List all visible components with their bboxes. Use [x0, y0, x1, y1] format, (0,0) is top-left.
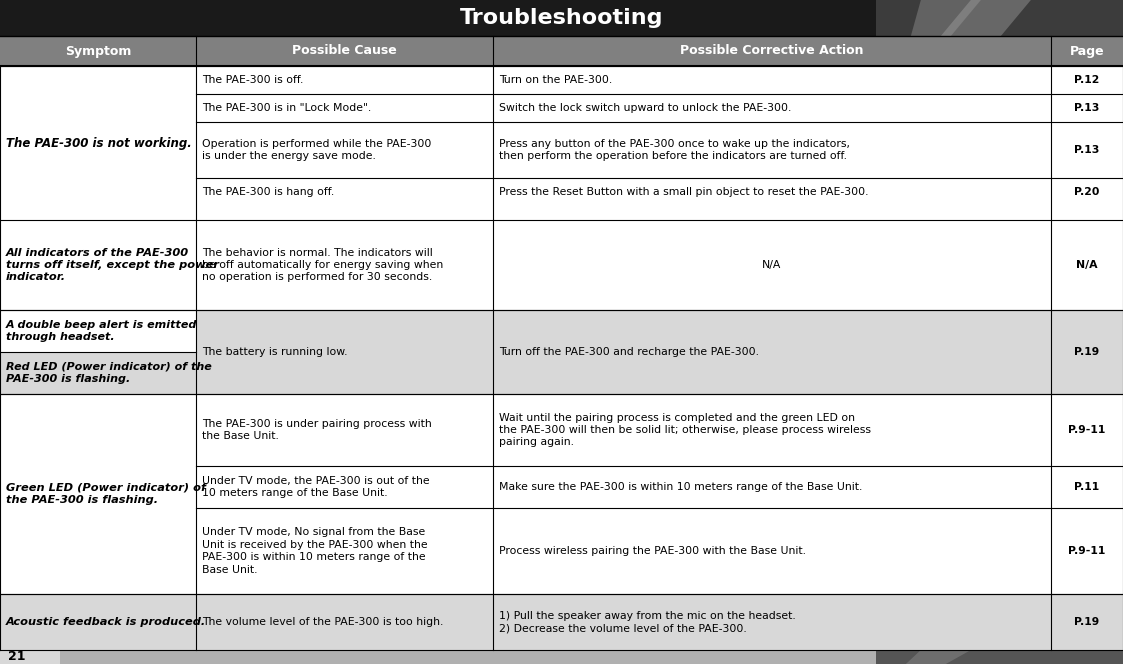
Bar [0, 650, 60, 664]
Text: Possible Cause: Possible Cause [292, 44, 396, 58]
Bar [493, 178, 1051, 206]
Text: Green LED (Power indicator) of
the PAE-300 is flashing.: Green LED (Power indicator) of the PAE-3… [6, 483, 206, 505]
Text: The PAE-300 is off.: The PAE-300 is off. [202, 75, 303, 85]
Text: Turn off the PAE-300 and recharge the PAE-300.: Turn off the PAE-300 and recharge the PA… [499, 347, 759, 357]
Text: Wait until the pairing process is completed and the green LED on
the PAE-300 wil: Wait until the pairing process is comple… [499, 412, 871, 448]
Text: The PAE-300 is under pairing process with
the Base Unit.: The PAE-300 is under pairing process wit… [202, 419, 431, 441]
Text: Under TV mode, the PAE-300 is out of the
10 meters range of the Base Unit.: Under TV mode, the PAE-300 is out of the… [202, 476, 430, 498]
Text: Possible Corrective Action: Possible Corrective Action [681, 44, 864, 58]
Bar [197, 594, 493, 650]
Text: The behavior is normal. The indicators will
be off automatically for energy savi: The behavior is normal. The indicators w… [202, 248, 444, 282]
Bar [493, 220, 1051, 310]
Text: Process wireless pairing the PAE-300 with the Base Unit.: Process wireless pairing the PAE-300 wit… [499, 546, 806, 556]
Bar [0, 650, 1123, 664]
Bar [1051, 310, 1123, 394]
Bar [1051, 220, 1123, 310]
Bar [493, 394, 1051, 466]
Text: P.20: P.20 [1075, 187, 1099, 197]
Bar [197, 94, 493, 122]
Bar [1051, 466, 1123, 508]
Bar [876, 0, 1123, 36]
Bar [493, 508, 1051, 594]
Text: Symptom: Symptom [65, 44, 131, 58]
Text: Turn on the PAE-300.: Turn on the PAE-300. [499, 75, 612, 85]
Bar [1051, 66, 1123, 94]
Text: Operation is performed while the PAE-300
is under the energy save mode.: Operation is performed while the PAE-300… [202, 139, 431, 161]
Bar [197, 508, 493, 594]
Text: A double beep alert is emitted
through headset.: A double beep alert is emitted through h… [6, 320, 198, 342]
Text: The PAE-300 is not working.: The PAE-300 is not working. [6, 137, 192, 149]
Bar [493, 66, 1051, 94]
Text: P.11: P.11 [1075, 482, 1099, 492]
Text: Press any button of the PAE-300 once to wake up the indicators,
then perform the: Press any button of the PAE-300 once to … [499, 139, 850, 161]
Bar [197, 310, 493, 394]
Text: Make sure the PAE-300 is within 10 meters range of the Base Unit.: Make sure the PAE-300 is within 10 meter… [499, 482, 862, 492]
Text: Acoustic feedback is produced.: Acoustic feedback is produced. [6, 617, 207, 627]
Bar [197, 178, 493, 206]
Bar [493, 466, 1051, 508]
Text: All indicators of the PAE-300
turns off itself, except the power
indicator.: All indicators of the PAE-300 turns off … [6, 248, 219, 282]
Bar [0, 594, 197, 650]
Text: P.9-11: P.9-11 [1068, 546, 1106, 556]
Bar [197, 466, 493, 508]
Text: Troubleshooting: Troubleshooting [459, 8, 664, 28]
Text: Switch the lock switch upward to unlock the PAE-300.: Switch the lock switch upward to unlock … [499, 103, 792, 113]
Text: The PAE-300 is in "Lock Mode".: The PAE-300 is in "Lock Mode". [202, 103, 372, 113]
Text: The volume level of the PAE-300 is too high.: The volume level of the PAE-300 is too h… [202, 617, 444, 627]
Text: P.12: P.12 [1075, 75, 1099, 85]
Bar [197, 220, 493, 310]
Text: N/A: N/A [763, 260, 782, 270]
Text: 1) Pull the speaker away from the mic on the headset.
2) Decrease the volume lev: 1) Pull the speaker away from the mic on… [499, 611, 796, 633]
Bar [1051, 508, 1123, 594]
Bar [1051, 594, 1123, 650]
Bar [0, 394, 197, 594]
Polygon shape [911, 0, 980, 36]
Bar [0, 310, 197, 352]
Polygon shape [906, 650, 971, 664]
Bar [493, 122, 1051, 178]
Bar [197, 394, 493, 466]
Polygon shape [941, 0, 1031, 36]
Bar [0, 66, 197, 220]
Bar [0, 0, 1123, 36]
Text: P.19: P.19 [1075, 347, 1099, 357]
Text: P.13: P.13 [1075, 145, 1099, 155]
Bar [493, 94, 1051, 122]
Text: N/A: N/A [1076, 260, 1098, 270]
Bar [0, 36, 1123, 66]
Text: 21: 21 [8, 651, 26, 663]
Text: Page: Page [1070, 44, 1104, 58]
Bar [876, 650, 1123, 664]
Text: The battery is running low.: The battery is running low. [202, 347, 347, 357]
Bar [197, 122, 493, 178]
Bar [1051, 122, 1123, 178]
Text: The PAE-300 is hang off.: The PAE-300 is hang off. [202, 187, 335, 197]
Bar [1051, 394, 1123, 466]
Bar [493, 310, 1051, 394]
Bar [0, 220, 197, 310]
Bar [197, 66, 493, 94]
Text: P.9-11: P.9-11 [1068, 425, 1106, 435]
Text: P.19: P.19 [1075, 617, 1099, 627]
Text: Red LED (Power indicator) of the
PAE-300 is flashing.: Red LED (Power indicator) of the PAE-300… [6, 362, 212, 384]
Text: Press the Reset Button with a small pin object to reset the PAE-300.: Press the Reset Button with a small pin … [499, 187, 868, 197]
Bar [1051, 94, 1123, 122]
Bar [1051, 178, 1123, 206]
Bar [493, 594, 1051, 650]
Text: P.13: P.13 [1075, 103, 1099, 113]
Bar [0, 352, 197, 394]
Text: Under TV mode, No signal from the Base
Unit is received by the PAE-300 when the
: Under TV mode, No signal from the Base U… [202, 527, 428, 574]
